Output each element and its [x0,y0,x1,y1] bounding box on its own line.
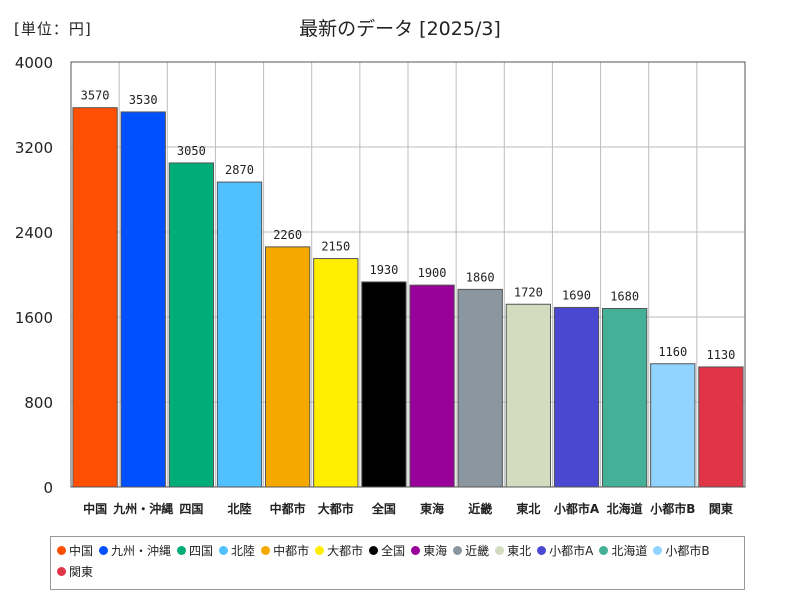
y-tick-label: 3200 [15,139,53,157]
y-tick-label: 1600 [15,309,53,327]
legend-item: 中都市 [261,540,309,561]
legend-item: 小都市B [653,540,710,561]
legend-item: 近畿 [453,540,489,561]
data-label: 2870 [225,163,254,177]
legend-label: 関東 [69,565,94,579]
x-tick-label: 大都市 [318,501,354,516]
bar [168,162,215,488]
legend-label: 全国 [381,544,406,558]
legend-label: 東北 [507,544,532,558]
legend-dot-icon [57,546,66,555]
x-tick-label: 北海道 [607,501,643,516]
bar [72,107,118,488]
y-tick-label: 0 [43,479,53,497]
y-tick-label: 4000 [15,54,53,72]
legend-item: 関東 [57,561,93,582]
data-label: 3530 [129,93,158,107]
unit-label: [単位：円] [14,20,92,38]
x-tick-label: 中都市 [270,501,306,516]
legend-label: 四国 [189,544,214,558]
legend-dot-icon [411,546,421,555]
data-label: 2260 [273,228,302,242]
bar [313,258,359,488]
x-tick-label: 北陸 [227,501,251,516]
data-label: 1130 [706,348,735,362]
legend-label: 九州・沖縄 [111,544,172,558]
data-label: 1900 [418,266,447,280]
y-tick-label: 2400 [15,224,53,242]
legend-dot-icon [177,546,187,555]
legend-dot-icon [99,546,109,555]
legend-item: 大都市 [315,540,363,561]
bar [601,308,648,488]
legend-item: 四国 [177,540,213,561]
x-tick-label: 小都市B [650,501,695,516]
legend-dot-icon [653,546,663,555]
legend-dot-icon [599,546,609,555]
legend-label: 小都市B [665,544,710,558]
bar-chart: 0 800 1600 2400 3200 4000 3570 中国 3530 九州・沖縄 3050 四… [15,54,746,516]
bar [409,284,455,488]
legend-item: 北海道 [599,540,647,561]
chart-title: 最新のデータ [2025/3] [299,18,501,40]
data-label: 1160 [658,345,687,359]
legend-label: 大都市 [327,544,364,558]
legend-dot-icon [219,546,229,555]
x-tick-label: 四国 [179,502,203,516]
data-label: 1690 [562,288,591,302]
legend-label: 小都市A [549,544,594,558]
data-label: 1720 [514,285,543,299]
legend-label: 近畿 [465,544,490,558]
legend-label: 北陸 [231,544,256,558]
x-tick-label: 九州・沖縄 [112,501,173,516]
legend-item: 東北 [495,540,531,561]
bar [650,363,696,488]
x-tick-label: 中国 [83,501,107,516]
data-label: 2150 [321,240,350,254]
bar [457,288,503,488]
data-label: 3050 [177,144,206,158]
legend-item: 中国 [57,540,93,561]
bar [264,246,311,488]
bar [361,281,407,488]
data-label: 1680 [610,290,639,304]
x-tick-label: 東海 [420,501,444,516]
bar [216,181,263,488]
plot-frame [70,61,746,488]
legend-dot-icon [453,546,463,555]
legend-item: 小都市A [537,540,593,561]
legend-dot-icon [57,567,66,576]
bar [698,366,744,488]
legend-dot-icon [495,546,505,555]
bar [120,111,166,488]
legend-dot-icon [315,546,325,555]
x-tick-label: 近畿 [468,501,492,516]
legend-item: 北陸 [219,540,255,561]
legend-label: 北海道 [611,544,648,558]
x-tick-label: 東北 [516,501,540,516]
legend: 中国 九州・沖縄 四国 北陸 中都市 大都市 全国 東海 近畿 東北 小都市A 北海道 小都市B 関東 [50,536,745,590]
x-tick-label: 関東 [709,501,733,516]
legend-label: 中都市 [273,544,310,558]
bar [505,303,552,488]
y-tick-label: 800 [24,394,53,412]
x-tick-label: 全国 [371,501,396,516]
legend-label: 中国 [69,544,94,558]
legend-dot-icon [261,546,271,555]
data-label: 1930 [369,263,398,277]
legend-label: 東海 [423,544,448,558]
legend-item: 東海 [411,540,447,561]
legend-item: 九州・沖縄 [99,540,171,561]
data-label: 1860 [466,270,495,284]
legend-dot-icon [369,546,379,555]
data-label: 3570 [81,89,110,103]
bar [553,306,600,488]
x-tick-label: 小都市A [554,501,600,516]
legend-item: 全国 [369,540,405,561]
legend-dot-icon [537,546,547,555]
